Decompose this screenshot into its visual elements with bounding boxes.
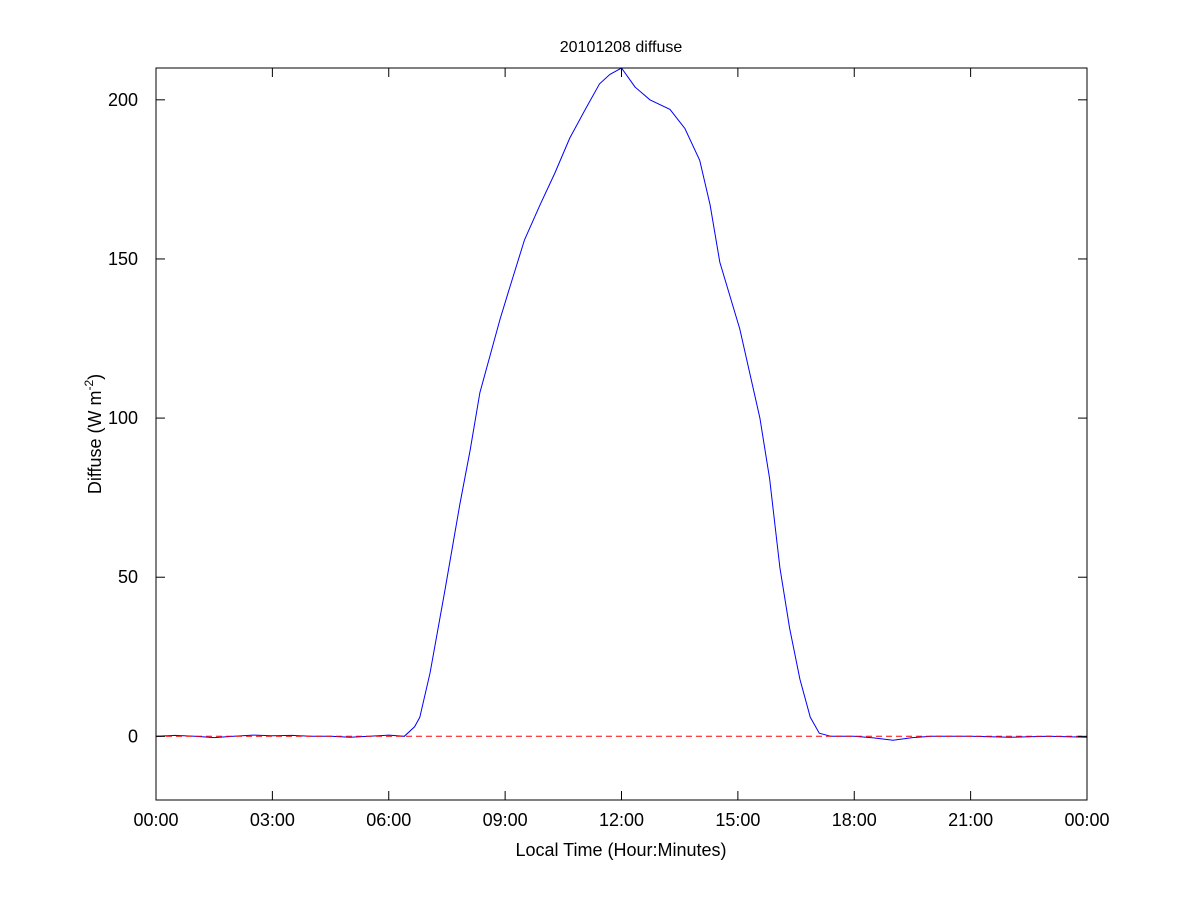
x-tick-label: 15:00: [715, 810, 760, 830]
y-tick-label: 150: [108, 249, 138, 269]
x-tick-label: 09:00: [483, 810, 528, 830]
diffuse-series-line: [155, 67, 1088, 741]
x-tick-label: 00:00: [133, 810, 178, 830]
y-tick-label: 200: [108, 90, 138, 110]
x-tick-label: 18:00: [832, 810, 877, 830]
y-tick-label: 0: [128, 726, 138, 746]
chart-title: 20101208 diffuse: [560, 39, 683, 56]
x-axis-label: Local Time (Hour:Minutes): [515, 840, 726, 860]
y-tick-label: 100: [108, 408, 138, 428]
y-axis-label-main: Diffuse (W m: [85, 390, 105, 494]
x-tick-label: 12:00: [599, 810, 644, 830]
x-tick-label: 00:00: [1064, 810, 1109, 830]
x-tick-label: 03:00: [250, 810, 295, 830]
y-axis-label: Diffuse (W m-2): [82, 374, 105, 494]
y-axis-label-exponent: -2: [82, 379, 96, 390]
y-tick-label: 50: [118, 567, 138, 587]
x-tick-label: 21:00: [948, 810, 993, 830]
plot-area: [156, 68, 1087, 800]
x-tick-label: 06:00: [366, 810, 411, 830]
y-axis-label-close: ): [85, 374, 105, 380]
series-layer: [155, 67, 1088, 741]
ticks-layer: 00:00 03:00 06:00 09:00 12:00 15:00 18:00 21:00…: [108, 68, 1110, 830]
